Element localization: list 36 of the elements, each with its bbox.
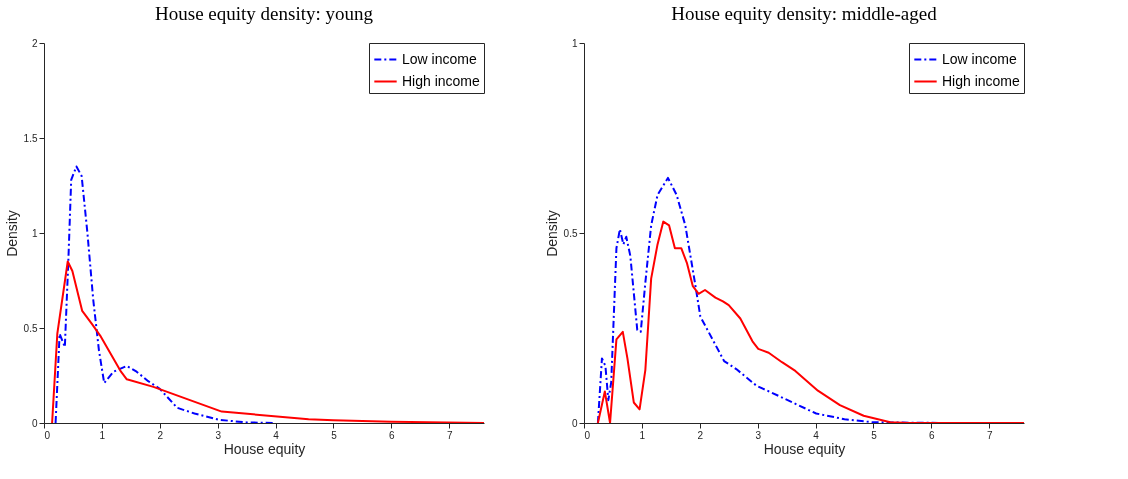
y-tick-label: 1 [31, 227, 38, 239]
x-tick-label: 4 [273, 429, 280, 441]
x-tick-label: 6 [389, 429, 396, 441]
line-series [51, 260, 484, 423]
x-tick-label: 3 [755, 429, 762, 441]
legend-label: High income [942, 72, 1021, 89]
x-tick-label: 4 [813, 429, 820, 441]
legend-label: High income [402, 72, 481, 89]
x-tick-label: 7 [986, 429, 993, 441]
x-tick-label: 3 [215, 429, 222, 441]
x-tick-label: 1 [639, 429, 646, 441]
chart-title: House equity density: middle-aged [671, 3, 938, 24]
y-tick-label: 0 [31, 417, 38, 429]
x-tick-label: 0 [44, 429, 51, 441]
x-tick-label: 6 [929, 429, 936, 441]
y-tick-label: 1 [571, 37, 578, 49]
y-tick-label: 0.5 [563, 227, 578, 239]
x-tick-label: 5 [871, 429, 878, 441]
x-tick-label: 2 [697, 429, 704, 441]
chart-title: House equity density: young [155, 3, 374, 24]
y-tick-label: 2 [31, 37, 38, 49]
y-axis-title: Density [543, 210, 560, 257]
x-axis-title: House equity [223, 440, 306, 457]
y-tick-label: 1.5 [23, 132, 38, 144]
y-axis-title: Density [3, 210, 20, 257]
x-tick-label: 0 [584, 429, 591, 441]
x-tick-label: 1 [99, 429, 106, 441]
y-tick-label: 0 [571, 417, 578, 429]
x-tick-label: 7 [446, 429, 453, 441]
x-tick-label: 5 [331, 429, 338, 441]
legend-label: Low income [402, 50, 477, 67]
x-tick-label: 2 [157, 429, 164, 441]
x-axis-title: House equity [763, 440, 846, 457]
y-tick-label: 0.5 [23, 322, 38, 334]
line-series [596, 220, 1024, 423]
legend-label: Low income [942, 50, 1017, 67]
